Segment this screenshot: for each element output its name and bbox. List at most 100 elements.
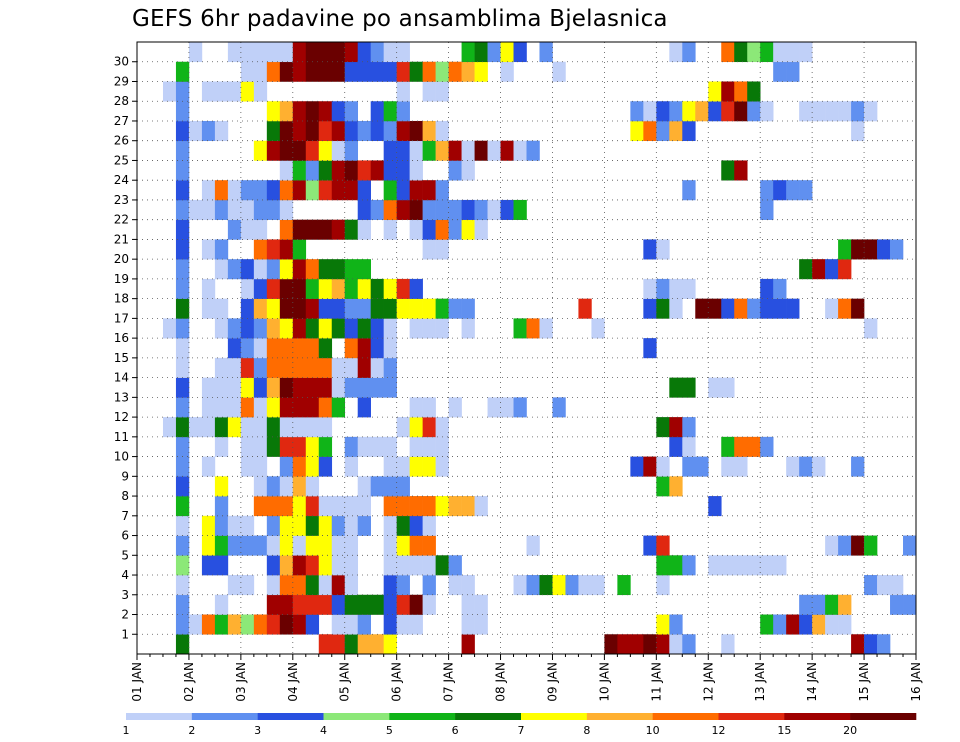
heatmap-cell (175, 219, 190, 240)
heatmap-cell (318, 42, 333, 63)
heatmap-cell (383, 535, 397, 556)
heatmap-cell (448, 160, 462, 181)
heatmap-cell (292, 575, 307, 596)
heatmap-cell (344, 555, 359, 576)
heatmap-cell (305, 140, 320, 161)
heatmap-cell (461, 140, 475, 161)
heatmap-cell (851, 298, 865, 319)
heatmap-cell (682, 120, 696, 142)
heatmap-cell (357, 42, 371, 63)
x-tick-label: 13 JAN (753, 662, 767, 702)
heatmap-cell (318, 219, 333, 240)
heatmap-cell (721, 456, 735, 477)
heatmap-cell (253, 318, 268, 339)
heatmap-cell (279, 239, 294, 260)
heatmap-cell (175, 575, 190, 596)
heatmap-cell (266, 318, 281, 339)
heatmap-cell (318, 575, 333, 596)
colorbar-swatch (191, 713, 258, 720)
heatmap-cell (266, 476, 281, 497)
heatmap-cell (513, 397, 527, 418)
heatmap-cell (305, 219, 320, 240)
heatmap-cell (175, 120, 190, 142)
heatmap-cell (487, 397, 501, 418)
x-tick-label: 06 JAN (390, 662, 404, 702)
heatmap-cell (669, 42, 683, 63)
heatmap-cell (279, 42, 294, 63)
heatmap-cell (682, 456, 696, 477)
heatmap-cell (305, 120, 320, 142)
y-tick-label: 12 (114, 410, 129, 424)
heatmap-cell (357, 515, 371, 536)
heatmap-cell (331, 298, 346, 319)
heatmap-cell (305, 456, 320, 477)
heatmap-cell (630, 120, 644, 142)
heatmap-cell (396, 417, 410, 438)
heatmap-cell (786, 180, 800, 201)
heatmap-cell (279, 614, 294, 635)
heatmap-cell (396, 594, 410, 615)
heatmap-cell (669, 555, 683, 576)
heatmap-cell (266, 436, 281, 457)
heatmap-cell (292, 278, 307, 299)
heatmap-cell (370, 160, 384, 181)
heatmap-cell (305, 259, 320, 280)
heatmap-cell (435, 199, 449, 220)
colorbar-swatch (323, 713, 390, 720)
heatmap-cell (578, 575, 592, 596)
heatmap-cell (227, 180, 242, 201)
heatmap-cell (214, 239, 229, 260)
y-tick-label: 8 (121, 489, 129, 503)
heatmap-cell (357, 357, 371, 378)
heatmap-cell (656, 476, 670, 497)
heatmap-cell (825, 259, 839, 280)
heatmap-cell (500, 140, 514, 161)
heatmap-cell (175, 338, 190, 359)
heatmap-cell (643, 239, 657, 260)
heatmap-cell (318, 160, 333, 181)
heatmap-cell (851, 535, 865, 556)
heatmap-cell (799, 259, 813, 280)
heatmap-cell (266, 496, 281, 517)
heatmap-cell (318, 496, 333, 517)
heatmap-cell (292, 496, 307, 517)
y-tick-label: 27 (114, 114, 129, 128)
heatmap-cell (214, 318, 229, 339)
heatmap-cell (331, 219, 346, 240)
heatmap-cell (877, 239, 891, 260)
heatmap-cell (175, 555, 190, 576)
heatmap-cell (227, 42, 242, 63)
heatmap-cell (422, 397, 436, 418)
heatmap-cell (409, 120, 423, 142)
heatmap-cell (721, 377, 735, 398)
colorbar-label: 4 (320, 724, 327, 737)
heatmap-cell (695, 101, 709, 122)
heatmap-cell (240, 81, 255, 102)
heatmap-cell (175, 496, 190, 517)
heatmap-cell (331, 318, 346, 339)
heatmap-cell (331, 377, 346, 398)
heatmap-cell (734, 42, 748, 63)
heatmap-cell (318, 318, 333, 339)
heatmap-cell (396, 298, 410, 319)
heatmap-cell (344, 298, 359, 319)
y-tick-label: 6 (121, 529, 129, 543)
heatmap-cell (292, 436, 307, 457)
heatmap-cell (266, 357, 281, 378)
heatmap-cell (383, 575, 397, 596)
heatmap-cell (617, 634, 631, 655)
heatmap-cell (591, 318, 605, 339)
heatmap-cell (344, 594, 359, 615)
heatmap-cell (474, 594, 488, 615)
heatmap-cell (383, 634, 397, 655)
heatmap-cell (331, 634, 346, 655)
heatmap-cell (864, 634, 878, 655)
heatmap-cell (279, 436, 294, 457)
heatmap-cell (175, 160, 190, 181)
heatmap-cell (214, 120, 229, 142)
heatmap-cell (643, 338, 657, 359)
heatmap-cell (474, 61, 488, 82)
heatmap-cell (175, 535, 190, 556)
heatmap-cell (227, 318, 242, 339)
heatmap-cell (539, 42, 553, 63)
